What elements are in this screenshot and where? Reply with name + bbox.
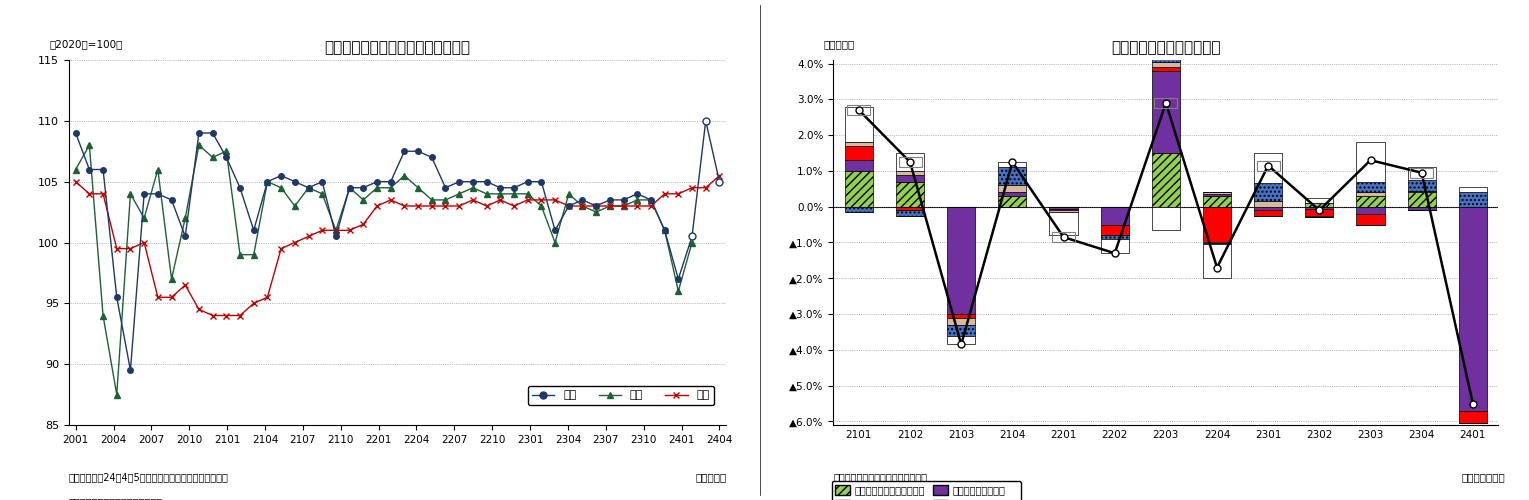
Text: （資料）経済産業省「鉱工業指数」: （資料）経済産業省「鉱工業指数」: [69, 498, 162, 500]
Bar: [1257, 160, 1280, 170]
Bar: [896, 171, 924, 174]
Bar: [946, 318, 976, 325]
Bar: [1203, 194, 1231, 196]
Bar: [1203, 196, 1231, 206]
Bar: [1101, 224, 1128, 235]
Bar: [896, 153, 924, 171]
Bar: [1049, 210, 1078, 212]
Bar: [1306, 208, 1333, 216]
Bar: [998, 168, 1026, 185]
Bar: [1356, 142, 1385, 182]
Bar: [998, 192, 1026, 196]
Bar: [1151, 67, 1180, 70]
Bar: [1306, 203, 1333, 206]
Bar: [946, 325, 976, 336]
Bar: [1356, 196, 1385, 206]
Bar: [896, 174, 924, 182]
Text: （年・月）: （年・月）: [696, 472, 726, 482]
Bar: [1151, 206, 1180, 230]
Bar: [1356, 214, 1385, 224]
Bar: [896, 210, 924, 216]
Bar: [1151, 44, 1180, 62]
Bar: [1151, 70, 1180, 153]
Bar: [1459, 206, 1486, 410]
Bar: [1254, 184, 1283, 202]
Bar: [1356, 206, 1385, 214]
Bar: [846, 160, 873, 171]
Bar: [946, 206, 976, 314]
Legend: 生産用・汎用・業務用機械, 輸送機械, 電子部品・デバイス, 電気・情報通信機械, 化学工業（除. 医薬品）, その他: 生産用・汎用・業務用機械, 輸送機械, 電子部品・デバイス, 電気・情報通信機械…: [832, 481, 1021, 500]
Bar: [1306, 206, 1333, 208]
Bar: [1408, 206, 1436, 210]
Bar: [998, 196, 1026, 206]
Bar: [1203, 206, 1231, 242]
Bar: [1049, 212, 1078, 236]
Bar: [846, 171, 873, 206]
Bar: [1410, 168, 1433, 177]
Bar: [1049, 208, 1078, 210]
Bar: [846, 142, 873, 146]
Bar: [1408, 168, 1436, 180]
Bar: [1154, 98, 1177, 108]
Bar: [846, 146, 873, 160]
Bar: [1306, 198, 1333, 203]
Bar: [847, 105, 870, 115]
Bar: [998, 185, 1026, 192]
Bar: [1052, 232, 1075, 242]
Bar: [1101, 239, 1128, 253]
Bar: [1408, 190, 1436, 192]
Bar: [1101, 236, 1128, 239]
Bar: [846, 206, 873, 212]
Bar: [1101, 206, 1128, 224]
Legend: 生産, 出荷, 在庫: 生産, 出荷, 在庫: [528, 386, 714, 405]
Bar: [896, 182, 924, 206]
Bar: [1459, 192, 1486, 206]
Bar: [1408, 180, 1436, 190]
Bar: [998, 162, 1026, 168]
Bar: [946, 314, 976, 318]
Bar: [899, 157, 922, 167]
Bar: [1306, 216, 1333, 218]
Bar: [1356, 182, 1385, 192]
Text: （前期比）: （前期比）: [823, 39, 855, 49]
Bar: [896, 206, 924, 210]
Bar: [1356, 192, 1385, 196]
Bar: [1459, 410, 1486, 423]
Bar: [1049, 206, 1078, 208]
Text: （年・四半期）: （年・四半期）: [1462, 472, 1505, 482]
Text: （2020年=100）: （2020年=100）: [49, 39, 122, 49]
Bar: [1254, 153, 1283, 184]
Bar: [1459, 187, 1486, 192]
Text: （資料）経済産業省「鉱工業指数」: （資料）経済産業省「鉱工業指数」: [833, 472, 927, 482]
Text: （注）生産の24年4、5月は製造工業生産予測指数で延長: （注）生産の24年4、5月は製造工業生産予測指数で延長: [69, 472, 229, 482]
Bar: [1151, 62, 1180, 67]
Bar: [1254, 206, 1283, 210]
Title: 鉱工業生産・出荷・在庫指数の推移: 鉱工業生産・出荷・在庫指数の推移: [324, 40, 471, 54]
Title: 鉱工業生産の業種別寄与度: 鉱工業生産の業種別寄与度: [1112, 40, 1220, 54]
Bar: [1151, 153, 1180, 206]
Bar: [1203, 192, 1231, 194]
Bar: [1203, 244, 1231, 278]
Bar: [846, 106, 873, 142]
Bar: [1408, 192, 1436, 206]
Bar: [1254, 202, 1283, 206]
Bar: [1254, 210, 1283, 216]
Bar: [1203, 242, 1231, 244]
Bar: [946, 336, 976, 344]
